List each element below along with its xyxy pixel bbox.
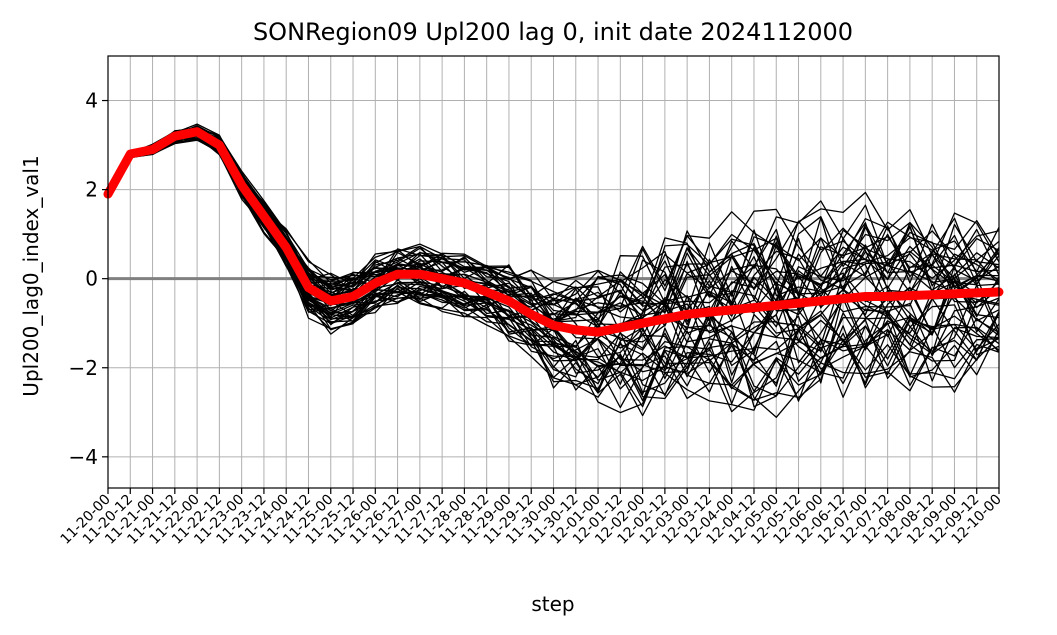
y-tick-label: 2 — [85, 178, 98, 202]
ensemble-mean — [103, 127, 1004, 337]
y-tick-label: 0 — [85, 267, 98, 291]
y-tick-label: 4 — [85, 89, 98, 113]
ensemble-member-line — [107, 134, 1000, 397]
x-axis-label: step — [531, 592, 574, 616]
y-ticks: −4 −2 0 2 4 — [69, 89, 108, 469]
chart-title: SONRegion09 Upl200 lag 0, init date 2024… — [253, 18, 853, 46]
y-axis-label: Upl200_lag0_index_val1 — [19, 155, 43, 396]
ensemble-mean-line — [103, 127, 1004, 337]
x-ticks: 11-20-0011-20-1211-21-0011-21-1211-22-00… — [58, 488, 1005, 548]
y-tick-label: −2 — [69, 356, 98, 380]
ensemble-member-line — [107, 126, 1000, 307]
y-tick-label: −4 — [69, 445, 98, 469]
ensemble-member-line — [107, 128, 1000, 320]
